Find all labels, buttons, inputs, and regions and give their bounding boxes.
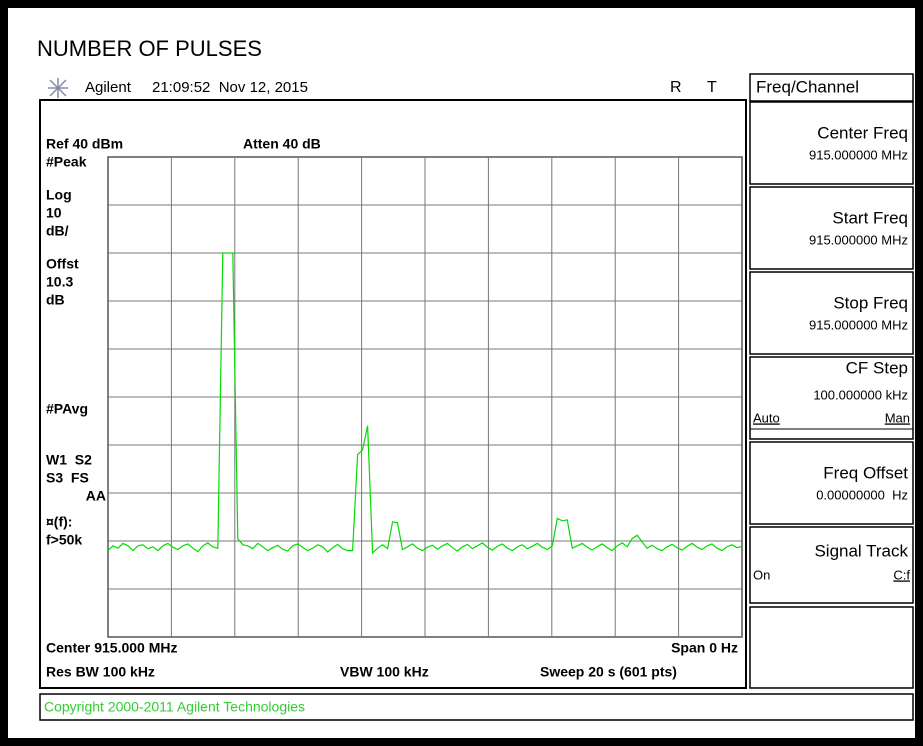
side-label: AA — [86, 488, 106, 504]
trace — [107, 252, 743, 555]
side-label: 10 — [46, 205, 62, 221]
instrument: Agilent — [85, 79, 132, 96]
timestamp: 21:09:52 Nov 12, 2015 — [152, 79, 308, 96]
softkey-label[interactable]: CF Step — [846, 358, 908, 377]
softkey[interactable] — [749, 271, 914, 355]
softkey[interactable] — [749, 526, 914, 604]
attenuation: Atten 40 dB — [243, 136, 321, 152]
side-label: Offst — [46, 256, 79, 272]
softkey-value[interactable]: 100.000000 kHz — [813, 387, 908, 402]
softkey-label[interactable]: Start Freq — [832, 208, 908, 227]
agilent-logo — [48, 78, 68, 98]
vbw: VBW 100 kHz — [340, 664, 429, 680]
softkey-label[interactable]: Center Freq — [817, 123, 908, 142]
softkey-option[interactable]: C:f — [893, 567, 910, 582]
ref-level: Ref 40 dBm — [46, 136, 123, 152]
softkey-value[interactable]: 915.000000 MHz — [809, 147, 908, 162]
menu-title: Freq/Channel — [756, 77, 859, 96]
softkey[interactable] — [749, 101, 914, 185]
softkey-label[interactable]: Freq Offset — [823, 463, 908, 482]
softkey-option[interactable]: Man — [885, 410, 910, 425]
softkey[interactable] — [749, 441, 914, 525]
softkey-value[interactable]: 915.000000 MHz — [809, 232, 908, 247]
res-bw: Res BW 100 kHz — [46, 664, 155, 680]
side-label: ¤(f): — [46, 514, 72, 530]
softkey[interactable] — [749, 356, 914, 440]
side-label: dB — [46, 292, 65, 308]
side-label: #PAvg — [46, 401, 88, 417]
softkey-option[interactable]: On — [753, 567, 770, 582]
side-label: dB/ — [46, 223, 69, 239]
softkey-label[interactable]: Stop Freq — [833, 293, 908, 312]
sweep: Sweep 20 s (601 pts) — [540, 664, 677, 680]
side-label: S3 FS — [46, 470, 89, 486]
side-label: W1 S2 — [46, 452, 92, 468]
softkey-label[interactable]: Signal Track — [814, 541, 908, 560]
display-frame — [39, 99, 747, 689]
side-label: 10.3 — [46, 274, 73, 290]
left-labels: #Peak Log 10 dB/Offst 10.3 dB #PAvg W1 S2 S3 FS A… — [46, 154, 106, 548]
side-label: #Peak — [46, 154, 87, 170]
side-label: Log — [46, 187, 72, 203]
flag-t: T — [707, 79, 717, 96]
softkey-value[interactable]: 915.000000 MHz — [809, 317, 908, 332]
softkey — [749, 606, 914, 689]
softkey-value[interactable]: 0.00000000 Hz — [816, 487, 908, 502]
page-title: NUMBER OF PULSES — [37, 36, 262, 61]
softkey[interactable] — [749, 186, 914, 270]
flag-r: R — [670, 79, 682, 96]
menu-title-box — [749, 73, 914, 102]
status-bar — [39, 693, 914, 721]
softkeys: Center Freq 915.000000 MHz Start Freq 915.0… — [749, 101, 914, 689]
span: Span 0 Hz — [671, 640, 738, 656]
copyright: Copyright 2000-2011 Agilent Technologies — [44, 699, 305, 715]
center-freq: Center 915.000 MHz — [46, 640, 178, 656]
softkey-option[interactable]: Auto — [753, 410, 780, 425]
side-label: f>50k — [46, 532, 82, 548]
